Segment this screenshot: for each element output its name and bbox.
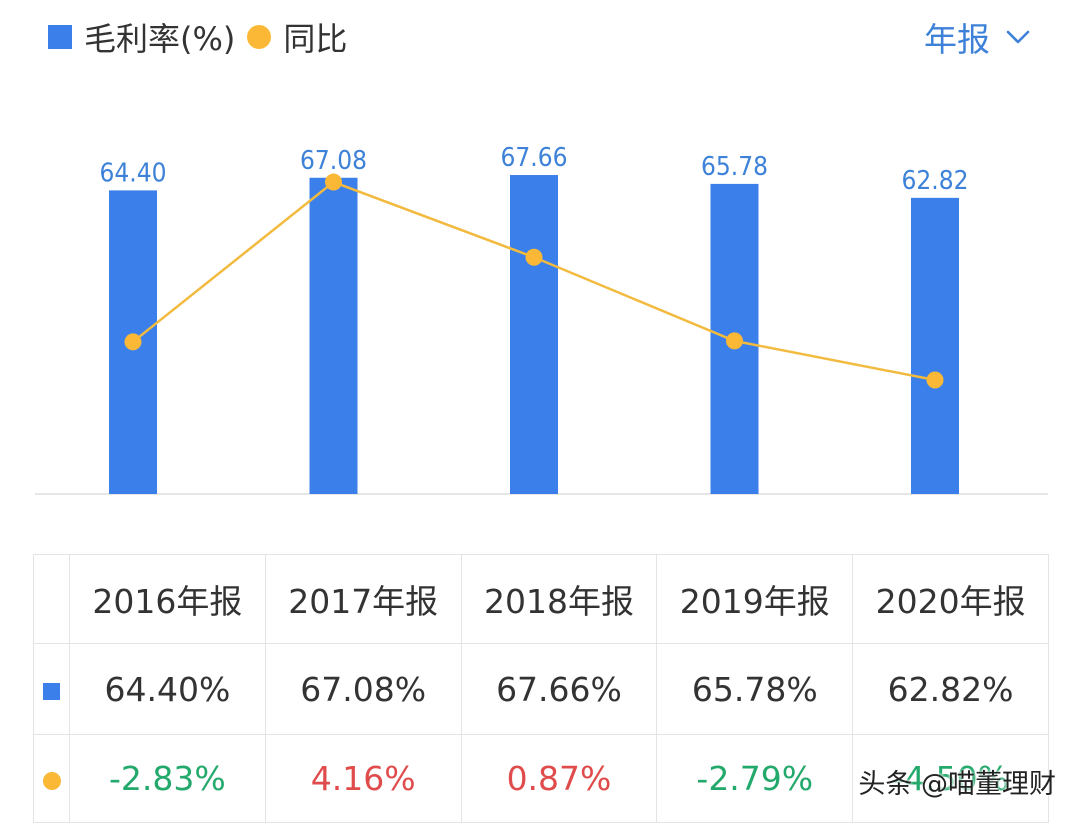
bar-value-label: 64.40 <box>100 158 167 188</box>
yoy-marker-icon <box>42 771 61 790</box>
legend-bar-swatch <box>48 25 72 49</box>
legend-item-gross-margin[interactable]: 毛利率(%) <box>48 14 235 60</box>
table-header-cell: 2020年报 <box>852 554 1049 644</box>
table-header-cell: 2019年报 <box>656 554 854 644</box>
data-table: 2016年报 2017年报 2018年报 2019年报 2020年报 64.40… <box>33 554 1049 823</box>
legend-line-label: 同比 <box>283 20 348 58</box>
table-cell: 0.87% <box>460 734 658 823</box>
gross-margin-marker-icon <box>43 682 60 700</box>
table-header-row: 2016年报 2017年报 2018年报 2019年报 2020年报 <box>33 554 1049 644</box>
yoy-point <box>325 173 342 191</box>
yoy-point <box>124 333 142 351</box>
table-row-gross-margin: 64.40% 67.08% 67.66% 65.78% 62.82% <box>33 643 1049 735</box>
table-cell: -2.79% <box>656 734 854 823</box>
chevron-down-icon <box>1006 30 1030 44</box>
table-row-yoy: -2.83% 4.16% 0.87% -2.79% -4.50% <box>33 734 1049 823</box>
bar-value-label: 65.78 <box>701 152 768 182</box>
bar-value-label: 67.66 <box>501 143 568 173</box>
bar-value-label: 62.82 <box>902 166 969 196</box>
table-header-cell: 2016年报 <box>69 554 266 644</box>
table-cell: 4.16% <box>264 734 462 823</box>
table-header-cell: 2017年报 <box>264 554 462 644</box>
table-cell: 67.66% <box>460 643 658 735</box>
row-marker-cell <box>33 734 70 823</box>
legend-bar-label: 毛利率(%) <box>84 20 236 58</box>
row-marker-cell <box>33 643 70 735</box>
bar <box>911 197 959 494</box>
table-cell: 67.08% <box>264 643 462 735</box>
table-corner-cell <box>33 554 70 644</box>
table-cell: -2.83% <box>69 734 266 823</box>
gross-margin-chart: 64.40 67.08 67.66 65.78 62.82 <box>35 143 1048 495</box>
legend-item-yoy[interactable]: 同比 <box>247 14 347 60</box>
yoy-point <box>525 248 543 266</box>
period-selector[interactable]: 年报 <box>924 14 1030 60</box>
bar <box>309 177 358 494</box>
watermark: 头条 @喵董理财 <box>858 769 1056 800</box>
legend-line-swatch <box>247 25 272 49</box>
period-selector-label: 年报 <box>924 20 990 59</box>
yoy-point <box>726 332 743 350</box>
yoy-point <box>926 371 944 389</box>
chart-legend: 毛利率(%) 同比 <box>48 14 359 60</box>
table-cell: -4.50% <box>852 734 1049 823</box>
bar <box>510 175 558 494</box>
bar-value-label: 67.08 <box>300 146 367 176</box>
table-header-cell: 2018年报 <box>460 554 658 644</box>
table-cell: 65.78% <box>656 643 854 735</box>
table-cell: 64.40% <box>69 643 266 735</box>
table-cell: 62.82% <box>852 643 1049 735</box>
